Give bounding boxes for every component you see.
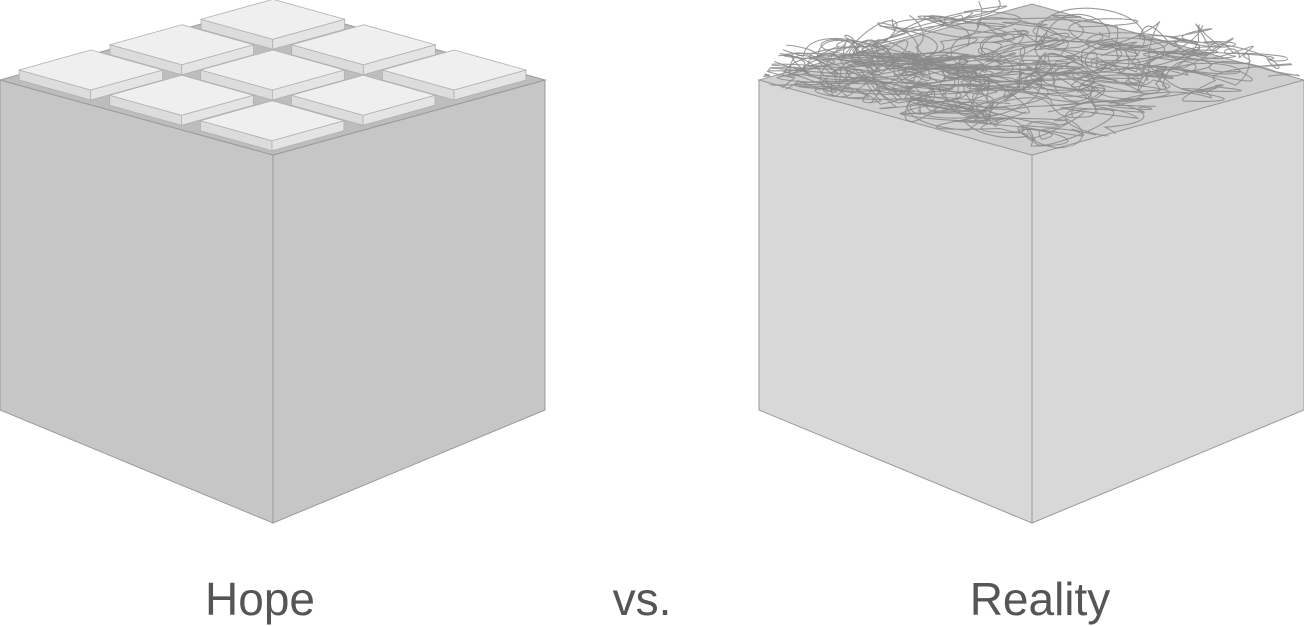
caption-versus: vs. [612,573,672,625]
tangled-wire-mess [759,0,1304,149]
hope-tile-2-3-top [289,74,437,116]
hope-tile-1-1-top [199,0,347,40]
tangle-strand [880,11,1084,93]
hope-tile-3-2-top [108,74,255,116]
hope-box-tiles [17,0,528,152]
hope-tile-1-2-top [290,24,437,66]
tangle-strand [848,0,1022,77]
tangle-strand [838,13,1110,80]
tangle-strand [781,54,992,115]
hope-tile-3-1-top [17,49,165,91]
tangle-strand [955,82,1156,147]
tangle-strand [1082,25,1280,94]
tangle-strand [906,39,1083,149]
caption-hope: Hope [205,573,315,625]
hope-tile-2-2-top [199,49,346,91]
tangle-strand [952,56,1304,119]
reality-box-right-face [1031,79,1304,524]
caption-reality: Reality [969,573,1111,625]
hope-tile-1-3-top [380,49,528,91]
tangle-strand [1032,37,1241,102]
hope-tile-3-3-top [198,100,346,142]
tangle-strand [809,37,1106,113]
hope-tile-2-1-top [108,24,256,66]
reality-box-left-face [758,79,1033,524]
tangle-strand [759,48,1172,93]
hope-box-left-face [0,79,274,524]
hope-box-right-face [272,79,546,524]
tangled-box-icon [757,0,1304,524]
neatly-packed-box-icon [0,0,547,524]
